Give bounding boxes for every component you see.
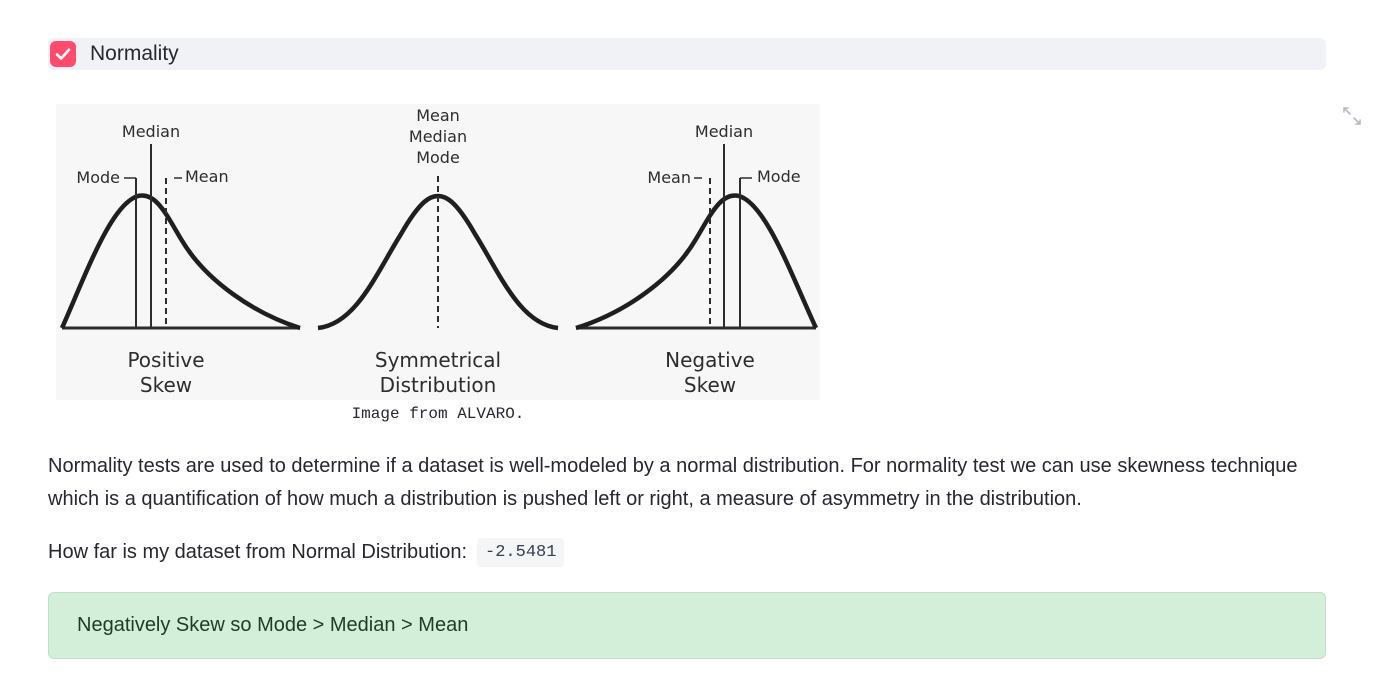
negative-title-line1: Negative xyxy=(665,348,755,372)
symmetrical-title-line2: Distribution xyxy=(380,373,497,397)
distance-row: How far is my dataset from Normal Distri… xyxy=(48,538,565,567)
normality-checkbox[interactable] xyxy=(50,41,76,67)
figure-caption: Image from ALVARO. xyxy=(351,405,525,423)
negative-median-label: Median xyxy=(695,122,753,141)
skewness-value: -2.5481 xyxy=(477,538,565,567)
symmetrical-mode-label: Mode xyxy=(416,148,460,167)
negative-title-line2: Skew xyxy=(684,373,736,397)
positive-median-label: Median xyxy=(122,122,180,141)
symmetrical-median-label: Median xyxy=(409,127,467,146)
positive-mode-label: Mode xyxy=(76,168,120,187)
distance-label: How far is my dataset from Normal Distri… xyxy=(48,541,468,563)
symmetrical-mean-label: Mean xyxy=(416,106,460,125)
negative-curve xyxy=(575,193,819,331)
normality-checkbox-row[interactable]: Normality xyxy=(48,38,1326,70)
positive-title-line2: Skew xyxy=(140,373,192,397)
positive-title-line1: Positive xyxy=(127,348,204,372)
check-icon xyxy=(55,48,71,60)
result-message: Negatively Skew so Mode > Median > Mean xyxy=(77,614,469,636)
positive-curve xyxy=(59,193,301,331)
normality-checkbox-label: Normality xyxy=(90,42,179,65)
symmetrical-panel: Mean Median Mode Symmetrical Distributio… xyxy=(317,106,559,397)
positive-skew-panel: Median Mode Mean Positive Skew xyxy=(59,122,301,397)
negative-mean-label: Mean xyxy=(647,168,691,187)
skewness-illustration: Median Mode Mean Positive Skew Mean Medi… xyxy=(59,106,819,397)
fullscreen-button[interactable] xyxy=(1340,104,1364,128)
result-alert: Negatively Skew so Mode > Median > Mean xyxy=(48,592,1326,659)
negative-mode-label: Mode xyxy=(757,167,801,186)
skewness-figure: Median Mode Mean Positive Skew Mean Medi… xyxy=(56,104,820,400)
expand-icon xyxy=(1343,107,1361,125)
positive-mean-label: Mean xyxy=(185,167,229,186)
negative-skew-panel: Median Mean Mode Negative Skew xyxy=(575,122,819,397)
normality-description: Normality tests are used to determine if… xyxy=(48,455,1298,510)
symmetrical-title-line1: Symmetrical xyxy=(375,348,501,372)
